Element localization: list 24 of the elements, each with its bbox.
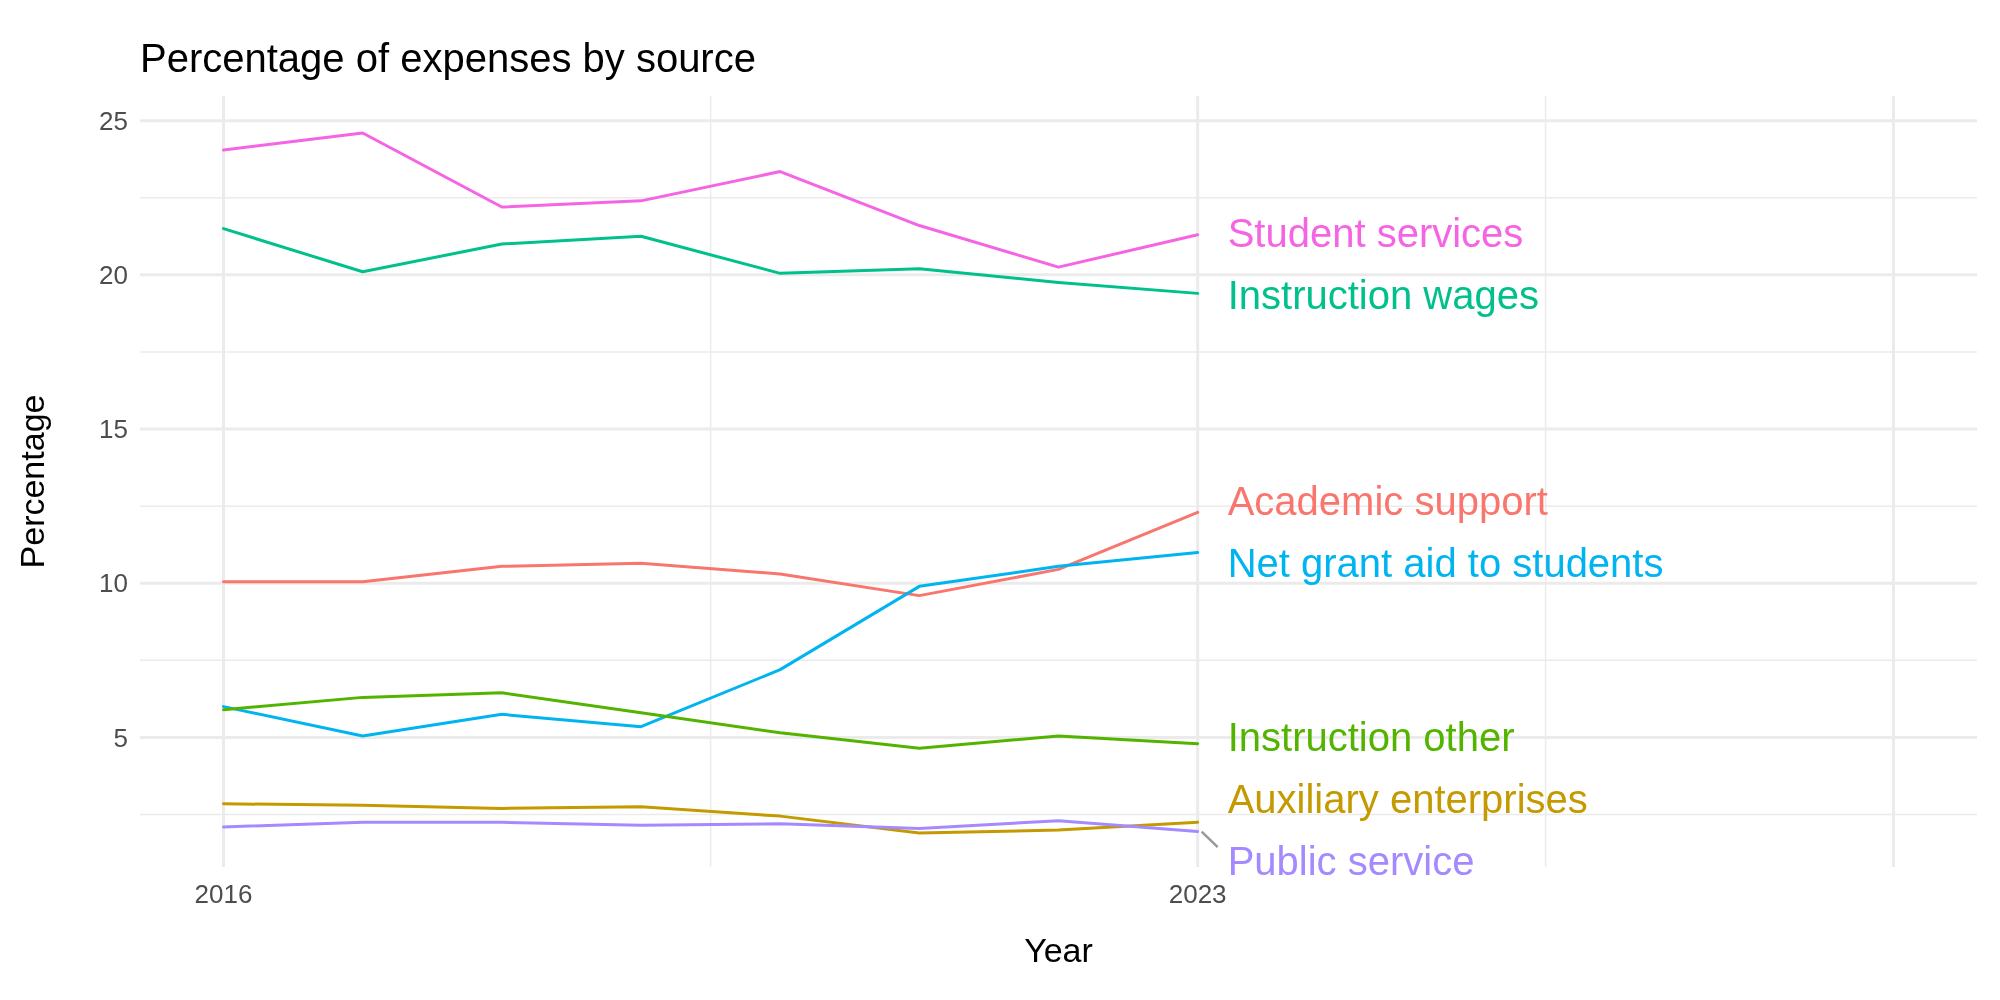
x-tick-label: 2023	[1168, 879, 1227, 909]
series-label: Auxiliary enterprises	[1227, 777, 1588, 822]
x-tick-label: 2016	[194, 879, 253, 909]
y-axis-title: Percentage	[13, 394, 51, 569]
y-tick-label: 10	[99, 568, 128, 599]
line-series	[222, 131, 1200, 269]
series-label: Instruction other	[1227, 715, 1515, 760]
line-series	[222, 510, 1200, 598]
line-series	[222, 691, 1200, 750]
line-series	[222, 819, 1200, 834]
x-axis-title: Year	[1024, 931, 1093, 969]
line-series	[222, 227, 1200, 295]
line-series	[222, 802, 1200, 835]
y-tick-label: 15	[99, 414, 128, 445]
y-tick-label: 20	[99, 259, 128, 290]
y-tick-label: 5	[113, 722, 128, 753]
line-series	[222, 550, 1200, 738]
y-tick-label: 25	[99, 105, 128, 136]
series-label: Instruction wages	[1227, 273, 1539, 318]
series-label: Public service	[1227, 839, 1475, 884]
series-label: Academic support	[1227, 479, 1548, 524]
series-label: Net grant aid to students	[1227, 541, 1664, 586]
series-label: Student services	[1227, 211, 1524, 256]
chart-title: Percentage of expenses by source	[140, 36, 756, 80]
